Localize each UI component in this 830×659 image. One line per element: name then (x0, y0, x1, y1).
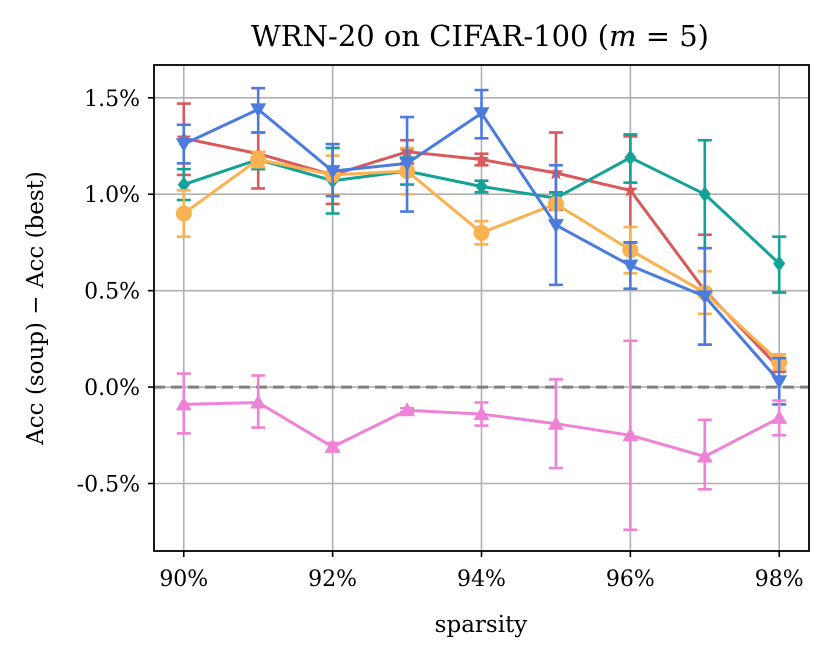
data-point-teal (773, 255, 786, 272)
y-tick-label: 0.5% (84, 280, 140, 305)
data-point-pink (547, 415, 564, 430)
data-point-pink (473, 406, 490, 421)
data-point-pink (622, 427, 639, 442)
data-point-blue (547, 219, 564, 234)
chart-title: WRN-20 on CIFAR-100 (m = 5) (251, 19, 709, 53)
data-point-teal (177, 176, 190, 193)
data-point-pink (771, 409, 788, 424)
data-point-teal (475, 178, 488, 195)
data-point-orange (175, 205, 192, 222)
x-tick-label: 98% (755, 567, 804, 592)
data-point-pink (175, 396, 192, 411)
y-tick-label: 1.5% (84, 87, 140, 112)
x-tick-label: 96% (606, 567, 655, 592)
data-point-pink (250, 394, 267, 409)
data-point-pink (324, 438, 341, 453)
x-tick-label: 92% (308, 567, 357, 592)
data-point-pink (399, 402, 416, 417)
data-point-orange (473, 224, 490, 241)
data-point-blue (324, 165, 341, 180)
data-point-red (473, 151, 490, 166)
x-tick-label: 90% (159, 567, 208, 592)
data-point-blue (622, 259, 639, 274)
y-tick-label: -0.5% (77, 473, 140, 498)
series-pink (175, 339, 788, 532)
plot-series (175, 86, 788, 532)
x-axis-label: sparsity (435, 612, 528, 638)
series-blue (175, 86, 788, 406)
data-point-blue (473, 107, 490, 122)
data-point-blue (696, 290, 713, 305)
x-tick-label: 94% (457, 567, 506, 592)
data-point-orange (250, 151, 267, 168)
y-tick-label: 0.0% (84, 376, 140, 401)
data-point-teal (698, 186, 711, 203)
y-axis-label: Acc (soup) − Acc (best) (23, 171, 49, 446)
y-tick-label: 1.0% (84, 183, 140, 208)
data-point-red (622, 182, 638, 197)
axis-ticks: 90% 92% 94% 96% 98% -0.5% 0.0% 0.5% 1.0% 1.5% (77, 87, 804, 592)
data-point-blue (399, 157, 416, 172)
data-point-blue (250, 103, 267, 118)
data-point-teal (624, 149, 637, 166)
data-point-blue (771, 375, 788, 390)
data-point-blue (175, 138, 192, 153)
data-point-pink (696, 448, 713, 463)
